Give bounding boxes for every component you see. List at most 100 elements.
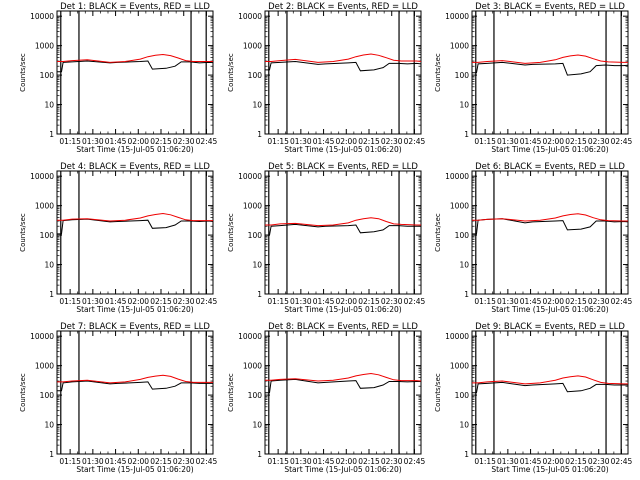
panel-title: Det 5: BLACK = Events, RED = LLD (268, 162, 418, 172)
panel-title: Det 8: BLACK = Events, RED = LLD (268, 322, 418, 332)
x-tick-label: 01:45 (520, 457, 542, 466)
y-tick-label: 1000 (243, 202, 262, 211)
y-tick-label: 1000 (35, 362, 54, 371)
x-tick-label: 01:30 (82, 137, 104, 146)
x-tick-label: 02:00 (335, 137, 357, 146)
panel-title: Det 4: BLACK = Events, RED = LLD (60, 162, 210, 172)
x-tick-label: 02:00 (335, 297, 357, 306)
y-tick-label: 10000 (30, 332, 54, 341)
y-tick-label: 1 (464, 450, 469, 459)
x-tick-label: 02:15 (150, 457, 172, 466)
events-series-line (265, 378, 421, 394)
lld-series-line (472, 213, 628, 222)
x-tick-label: 01:30 (497, 137, 519, 146)
y-tick-label: 10000 (238, 172, 262, 181)
y-axis-label: Counts/sec (227, 213, 235, 252)
x-tick-label: 02:00 (127, 137, 149, 146)
y-tick-label: 10000 (30, 172, 54, 181)
y-tick-label: 1000 (243, 362, 262, 371)
plot-frame (471, 330, 629, 455)
x-tick-label: 01:30 (82, 297, 104, 306)
y-tick-label: 100 (248, 71, 263, 80)
y-tick-label: 100 (455, 391, 470, 400)
x-tick-label: 01:45 (105, 297, 127, 306)
y-axis-label: Counts/sec (434, 213, 442, 252)
x-tick-label: 01:15 (267, 297, 289, 306)
panel-title: Det 7: BLACK = Events, RED = LLD (60, 322, 210, 332)
panel-title: Det 1: BLACK = Events, RED = LLD (60, 2, 210, 12)
events-series-line (472, 218, 629, 235)
x-tick-label: 02:15 (565, 297, 587, 306)
y-axis-label: Counts/sec (19, 373, 27, 412)
x-tick-label: 02:45 (611, 297, 633, 306)
plot-frame (56, 10, 214, 135)
x-tick-label: 02:45 (196, 457, 218, 466)
x-axis-label: Start Time (15-Jul-05 01:06:20) (491, 305, 608, 314)
x-tick-label: 02:15 (358, 297, 380, 306)
x-tick-label: 02:15 (358, 137, 380, 146)
events-series-line (57, 380, 213, 392)
lld-series-line (472, 54, 628, 64)
x-tick-label: 01:15 (474, 137, 496, 146)
x-tick-label: 01:45 (313, 297, 335, 306)
y-tick-label: 1000 (243, 42, 262, 51)
x-tick-label: 02:45 (404, 457, 426, 466)
x-tick-label: 02:15 (150, 297, 172, 306)
x-tick-label: 02:15 (565, 137, 587, 146)
y-tick-label: 10000 (238, 12, 262, 21)
detector-panel: Det 7: BLACK = Events, RED = LLD 1 10 100 10… (19, 322, 217, 474)
x-tick-label: 01:45 (313, 457, 335, 466)
lld-series-line (57, 212, 213, 222)
detector-panel: Det 2: BLACK = Events, RED = LLD 1 10 100 10… (227, 2, 425, 154)
panel-title: Det 3: BLACK = Events, RED = LLD (475, 2, 625, 12)
lld-series-line (265, 217, 421, 227)
plot-frame (471, 170, 629, 295)
detector-panel: Det 6: BLACK = Events, RED = LLD 1 10 100 10… (434, 162, 632, 314)
plot-frame (56, 170, 214, 295)
y-tick-label: 10000 (445, 332, 469, 341)
plot-frame (264, 10, 422, 135)
x-tick-label: 02:15 (565, 457, 587, 466)
x-tick-label: 02:30 (588, 457, 610, 466)
x-tick-label: 02:45 (404, 137, 426, 146)
x-axis-label: Start Time (15-Jul-05 01:06:20) (284, 145, 401, 154)
panel-title: Det 2: BLACK = Events, RED = LLD (268, 2, 418, 12)
events-series-line (57, 60, 214, 73)
y-tick-label: 10000 (30, 12, 54, 21)
x-tick-label: 01:45 (520, 137, 542, 146)
y-tick-label: 10 (252, 261, 262, 270)
x-tick-label: 02:45 (196, 297, 218, 306)
x-tick-label: 02:00 (335, 457, 357, 466)
detector-panel: Det 8: BLACK = Events, RED = LLD 1 10 100 10… (227, 322, 425, 474)
plot-frame (471, 10, 629, 135)
x-tick-label: 02:15 (358, 457, 380, 466)
x-tick-label: 01:30 (290, 457, 312, 466)
x-tick-label: 01:45 (105, 137, 127, 146)
x-tick-label: 01:15 (474, 457, 496, 466)
x-tick-label: 01:30 (82, 457, 104, 466)
events-series-line (265, 223, 421, 236)
events-series-line (57, 218, 214, 235)
x-tick-label: 02:45 (611, 457, 633, 466)
y-tick-label: 10 (459, 261, 469, 270)
y-tick-label: 10000 (445, 12, 469, 21)
x-tick-label: 02:30 (173, 457, 195, 466)
y-tick-label: 1 (49, 290, 54, 299)
y-tick-label: 100 (40, 71, 55, 80)
x-tick-label: 01:30 (497, 297, 519, 306)
y-axis-label: Counts/sec (19, 213, 27, 252)
x-tick-label: 01:45 (105, 457, 127, 466)
y-tick-label: 1 (257, 450, 262, 459)
lld-series-line (265, 372, 422, 382)
y-tick-label: 1000 (35, 202, 54, 211)
y-tick-label: 100 (248, 391, 263, 400)
x-tick-label: 01:30 (290, 137, 312, 146)
panel-title: Det 6: BLACK = Events, RED = LLD (475, 162, 625, 172)
x-tick-label: 02:00 (127, 457, 149, 466)
x-tick-label: 02:45 (196, 137, 218, 146)
x-tick-label: 02:45 (611, 137, 633, 146)
detector-panel: Det 1: BLACK = Events, RED = LLD 1 10 100 10… (19, 2, 217, 154)
plot-frame (264, 330, 422, 455)
y-tick-label: 1000 (450, 42, 469, 51)
